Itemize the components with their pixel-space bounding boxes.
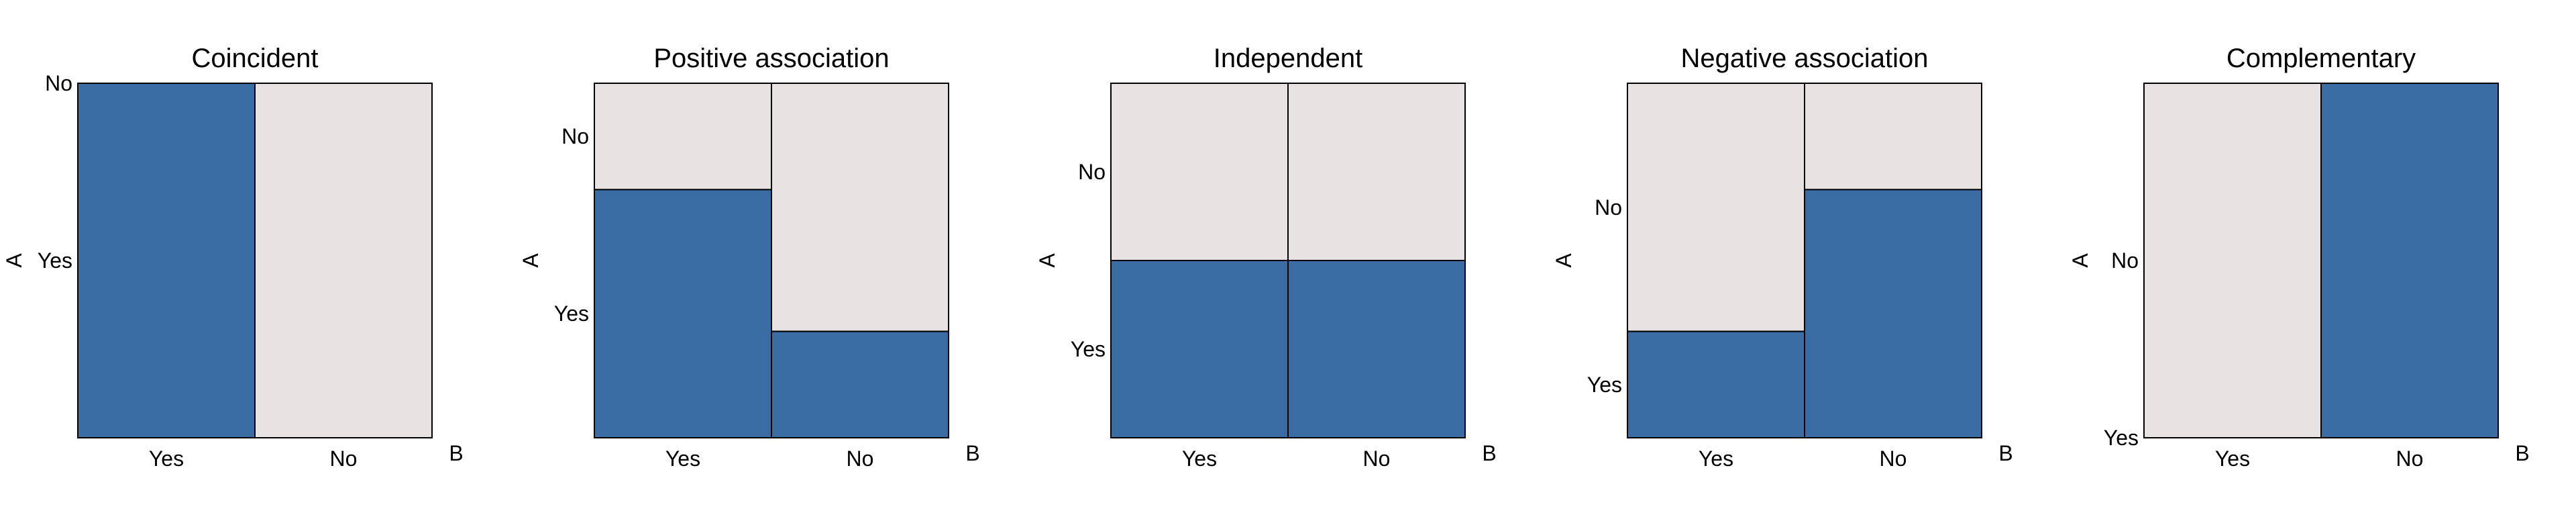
independent-chart-x-axis-label: B	[1482, 441, 1496, 465]
coincident-chart-y-tick-no: No	[45, 71, 72, 95]
negative-association-chart-tile-b-yes-a-yes	[1627, 330, 1805, 438]
negative-association-chart-tile-b-no-a-no	[1804, 83, 1982, 191]
coincident-chart-y-tick-yes: Yes	[38, 248, 72, 273]
coincident-chart-title: Coincident	[191, 44, 318, 73]
independent-chart-x-tick-no: No	[1363, 446, 1391, 471]
positive-association-chart: Positive association Yes No B Yes No A	[519, 44, 980, 471]
positive-association-chart-tile-b-yes-a-no	[594, 83, 772, 191]
complementary-chart-y-tick-yes: Yes	[2104, 426, 2139, 450]
complementary-chart-x-tick-no: No	[2396, 446, 2424, 471]
positive-association-chart-y-tick-yes: Yes	[554, 301, 589, 326]
coincident-chart-x-tick-no: No	[330, 446, 358, 471]
coincident-chart-frame	[77, 83, 433, 438]
coincident-chart-x-tick-yes: Yes	[149, 446, 184, 471]
independent-chart-tile-b-no-a-no	[1287, 83, 1466, 261]
complementary-chart-x-axis-label: B	[2515, 441, 2529, 465]
negative-association-chart-x-tick-yes: Yes	[1699, 446, 1733, 471]
complementary-chart-frame	[2143, 83, 2499, 438]
negative-association-chart: Negative association Yes No B Yes No A	[1552, 44, 2013, 471]
positive-association-chart-tile-b-no-a-yes	[771, 330, 949, 438]
independent-chart-title: Independent	[1214, 44, 1362, 73]
positive-association-chart-y-axis-label: A	[519, 253, 543, 268]
independent-chart: Independent Yes No B Yes No A	[1035, 44, 1497, 471]
complementary-chart-x-tick-yes: Yes	[2215, 446, 2250, 471]
complementary-chart-tile-b-no-a-yes	[2320, 83, 2499, 438]
independent-chart-x-tick-yes: Yes	[1182, 446, 1217, 471]
coincident-chart-x-axis-label: B	[449, 441, 463, 465]
negative-association-chart-y-axis-label: A	[1552, 253, 1576, 268]
negative-association-chart-tile-b-yes-a-no	[1627, 83, 1805, 332]
complementary-chart-y-tick-no: No	[2111, 248, 2139, 273]
coincident-chart: Coincident Yes No B Yes No A	[2, 44, 464, 471]
positive-association-chart-tile-b-yes-a-yes	[594, 189, 772, 438]
positive-association-chart-tile-b-no-a-no	[771, 83, 949, 332]
independent-chart-tile-b-no-a-yes	[1287, 260, 1466, 438]
complementary-chart-title: Complementary	[2226, 44, 2416, 73]
independent-chart-y-tick-yes: Yes	[1071, 337, 1106, 361]
positive-association-chart-x-axis-label: B	[965, 441, 979, 465]
negative-association-chart-tile-b-no-a-yes	[1804, 189, 1982, 438]
positive-association-chart-y-tick-no: No	[561, 124, 589, 148]
independent-chart-y-tick-no: No	[1078, 160, 1106, 184]
negative-association-chart-title: Negative association	[1680, 44, 1928, 73]
negative-association-chart-x-axis-label: B	[1998, 441, 2012, 465]
complementary-chart-tile-b-yes-a-no	[2143, 83, 2322, 438]
positive-association-chart-x-tick-no: No	[847, 446, 874, 471]
coincident-chart-y-axis-label: A	[2, 253, 26, 268]
negative-association-chart-y-tick-no: No	[1595, 195, 1622, 220]
positive-association-chart-title: Positive association	[653, 44, 889, 73]
positive-association-chart-frame	[594, 83, 949, 438]
independent-chart-tile-b-yes-a-no	[1110, 83, 1289, 261]
independent-chart-y-axis-label: A	[1035, 253, 1059, 268]
positive-association-chart-x-tick-yes: Yes	[665, 446, 700, 471]
coincident-chart-tile-b-no-a-no	[254, 83, 433, 438]
independent-chart-frame	[1110, 83, 1466, 438]
independent-chart-tile-b-yes-a-yes	[1110, 260, 1289, 438]
negative-association-chart-frame	[1627, 83, 1982, 438]
negative-association-chart-x-tick-no: No	[1880, 446, 1907, 471]
coincident-chart-tile-b-yes-a-yes	[77, 83, 256, 438]
complementary-chart: Complementary Yes No B Yes No A	[2068, 44, 2530, 471]
complementary-chart-y-axis-label: A	[2068, 253, 2092, 268]
negative-association-chart-y-tick-yes: Yes	[1587, 373, 1622, 397]
